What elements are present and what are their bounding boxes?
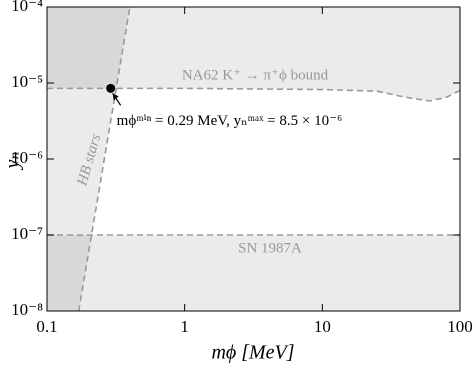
y-tick-label: 10⁻⁶ [11, 148, 43, 167]
sn-region [47, 235, 460, 311]
y-tick-label: 10⁻⁴ [11, 0, 43, 15]
y-tick-label: 10⁻⁷ [11, 224, 43, 243]
region-label: SN 1987A [238, 240, 302, 256]
boundary-line [47, 87, 461, 102]
annotation: mϕᵐⁱⁿ = 0.29 MeV, yₙᵐᵃˣ = 8.5 × 10⁻⁶ [117, 113, 343, 129]
boundary-line [77, 6, 131, 312]
x-tick-label: 100 [447, 317, 473, 336]
x-tick-label: 0.1 [36, 317, 57, 336]
arrow-head [112, 93, 119, 101]
y-tick-label: 10⁻⁸ [11, 300, 43, 319]
x-axis-label: mϕ [MeV] [211, 342, 294, 364]
x-tick-label: 10 [314, 317, 331, 336]
x-tick-label: 1 [180, 317, 189, 336]
y-axis-label: yₙ [2, 152, 24, 171]
na62-region [47, 7, 460, 101]
region-label: NA62 K⁺ → π⁺ϕ bound [182, 67, 329, 83]
point [106, 83, 116, 93]
y-tick-label: 10⁻⁵ [11, 72, 43, 91]
